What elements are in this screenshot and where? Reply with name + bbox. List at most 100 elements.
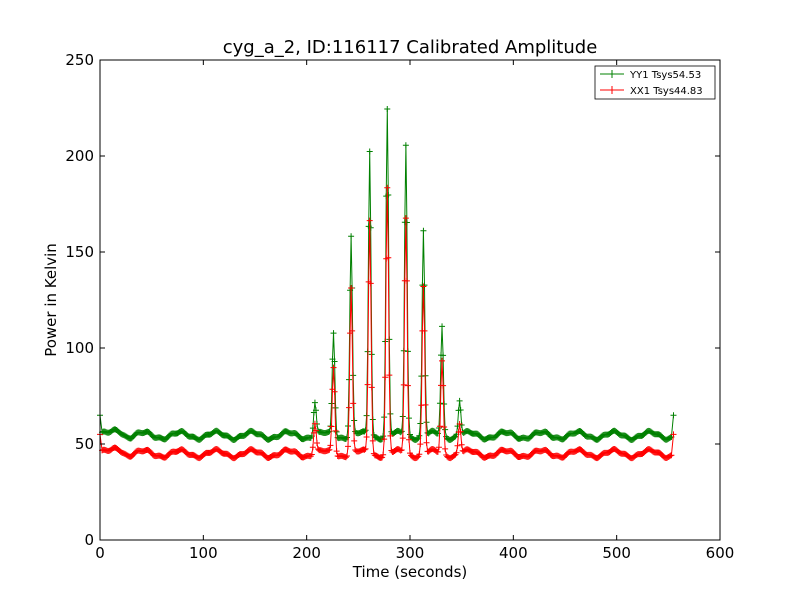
data-point — [435, 444, 442, 451]
y-tick-label: 100 — [65, 339, 94, 357]
data-point — [311, 399, 318, 406]
data-point — [348, 285, 355, 292]
data-point — [386, 372, 393, 379]
data-point — [328, 400, 335, 407]
data-point — [362, 427, 369, 434]
legend-label-xx1: XX1 Tsys44.83 — [630, 86, 703, 97]
data-point — [439, 323, 446, 330]
x-tick-label: 500 — [602, 544, 631, 562]
data-point — [403, 219, 410, 226]
data-point — [422, 401, 429, 408]
data-point — [434, 448, 441, 455]
data-point — [436, 400, 443, 407]
data-point — [326, 446, 333, 453]
data-point — [457, 428, 464, 435]
data-point — [439, 357, 446, 364]
data-point — [441, 400, 448, 407]
data-point — [403, 277, 410, 284]
data-point — [381, 436, 388, 443]
legend-marker-xx1 — [608, 86, 616, 94]
data-point — [312, 427, 319, 434]
data-point — [421, 327, 428, 334]
data-point — [379, 454, 386, 461]
data-point — [436, 423, 443, 430]
data-point — [385, 192, 392, 199]
data-point — [325, 447, 332, 454]
data-point — [328, 423, 335, 430]
plot-area — [97, 105, 677, 462]
data-point — [384, 184, 391, 191]
y-tick-label: 150 — [65, 243, 94, 261]
data-point — [440, 382, 447, 389]
chart-title: cyg_a_2, ID:116117 Calibrated Amplitude — [223, 37, 598, 58]
data-point — [362, 445, 369, 452]
data-point — [311, 420, 318, 427]
data-point — [367, 280, 374, 287]
data-point — [454, 442, 461, 449]
x-tick-label: 200 — [292, 544, 321, 562]
data-point — [312, 407, 319, 414]
data-point — [327, 442, 334, 449]
data-point — [361, 446, 368, 453]
legend: YY1 Tsys54.53 XX1 Tsys44.83 — [594, 65, 716, 100]
y-axis-label: Power in Kelvin — [42, 243, 60, 357]
data-point — [380, 451, 387, 458]
data-point — [343, 452, 350, 459]
data-point — [331, 358, 338, 365]
legend-box — [594, 65, 716, 100]
data-point — [420, 227, 427, 234]
data-point — [441, 423, 448, 430]
y-axis: 0 50 100 150 200 250 — [65, 51, 720, 549]
data-point — [400, 381, 407, 388]
data-point — [442, 426, 449, 433]
data-point — [384, 105, 391, 112]
data-point — [407, 431, 413, 438]
data-point — [440, 352, 447, 359]
data-point — [402, 142, 409, 149]
data-point — [332, 404, 339, 411]
data-point — [670, 431, 677, 438]
data-point — [378, 454, 385, 461]
x-tick-label: 300 — [396, 544, 425, 562]
data-point — [330, 364, 337, 371]
y-tick-label: 0 — [84, 531, 94, 549]
data-point — [414, 436, 421, 443]
data-point — [405, 436, 412, 443]
data-point — [670, 412, 677, 419]
series-markers-1 — [97, 184, 677, 462]
data-point — [387, 432, 394, 439]
data-point — [385, 254, 392, 261]
data-point — [398, 447, 405, 454]
x-tick-label: 100 — [189, 544, 218, 562]
data-point — [668, 452, 675, 459]
data-point — [364, 381, 371, 388]
data-point — [333, 448, 340, 455]
data-point — [346, 404, 353, 411]
data-point — [402, 215, 409, 222]
data-point — [416, 451, 423, 458]
data-point — [417, 441, 424, 448]
series-layer — [97, 105, 677, 462]
data-point — [399, 435, 406, 442]
data-point — [368, 384, 375, 391]
data-point — [308, 451, 315, 458]
y-tick-label: 200 — [65, 147, 94, 165]
data-point — [309, 444, 316, 451]
data-point — [363, 434, 370, 441]
data-point — [331, 388, 338, 395]
data-point — [345, 443, 351, 450]
x-axis: 0 100 200 300 400 500 600 — [95, 60, 734, 562]
data-point — [414, 454, 421, 461]
data-point — [458, 441, 465, 448]
data-point — [442, 445, 449, 452]
x-axis-label: Time (seconds) — [352, 563, 468, 581]
x-tick-label: 400 — [499, 544, 528, 562]
data-point — [421, 282, 428, 289]
data-point — [367, 224, 374, 231]
data-point — [342, 454, 349, 461]
data-point — [398, 428, 405, 435]
y-tick-label: 250 — [65, 51, 94, 69]
legend-marker-yy1 — [608, 70, 616, 78]
